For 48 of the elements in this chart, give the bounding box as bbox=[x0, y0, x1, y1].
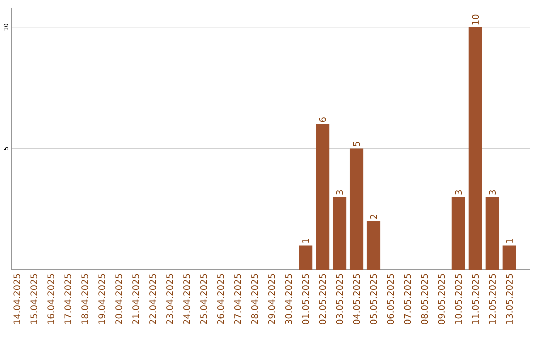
x-tick-label: 18.04.2025 bbox=[82, 274, 88, 324]
bar bbox=[316, 124, 330, 270]
x-tick-label: 24.04.2025 bbox=[184, 274, 190, 324]
bar bbox=[366, 221, 381, 270]
bar bbox=[502, 246, 516, 270]
x-tick-label: 23.04.2025 bbox=[166, 274, 174, 324]
data-label: 1 bbox=[302, 239, 310, 244]
x-tick-label: 17.04.2025 bbox=[64, 274, 72, 324]
bar bbox=[486, 197, 500, 270]
x-tick-label: 08.05.2025 bbox=[421, 274, 428, 324]
x-tick-label: 10.05.2025 bbox=[455, 274, 462, 324]
x-tick-label: 05.05.2025 bbox=[370, 274, 378, 324]
data-label: 5 bbox=[353, 142, 360, 146]
data-label: 3 bbox=[455, 190, 462, 195]
x-tick-label: 12.05.2025 bbox=[489, 274, 496, 324]
x-tick-label: 26.04.2025 bbox=[217, 274, 224, 324]
x-tick-label: 22.04.2025 bbox=[150, 274, 156, 324]
x-tick-label: 01.05.2025 bbox=[302, 274, 310, 324]
x-tick-label: 06.05.2025 bbox=[387, 274, 394, 324]
x-tick-label: 14.04.2025 bbox=[14, 274, 20, 324]
data-label: 2 bbox=[370, 214, 378, 220]
data-label: 10 bbox=[472, 14, 480, 25]
x-tick-label: 13.05.2025 bbox=[506, 274, 514, 324]
x-tick-label: 20.04.2025 bbox=[116, 274, 122, 324]
x-tick-label: 11.05.2025 bbox=[472, 274, 480, 324]
x-tick-label: 09.05.2025 bbox=[438, 274, 446, 324]
data-label: 6 bbox=[319, 118, 326, 122]
x-tick-label: 15.04.2025 bbox=[30, 274, 38, 324]
x-tick-label: 04.05.2025 bbox=[353, 274, 360, 324]
bar bbox=[332, 197, 347, 270]
x-tick-label: 07.05.2025 bbox=[404, 274, 412, 324]
x-tick-label: 27.04.2025 bbox=[234, 274, 242, 324]
x-tick-label: 16.04.2025 bbox=[48, 274, 54, 324]
data-label: 3 bbox=[336, 190, 344, 195]
bar bbox=[452, 197, 466, 270]
x-tick-label: 02.05.2025 bbox=[319, 274, 326, 324]
data-label: 3 bbox=[489, 190, 496, 195]
x-tick-label: 30.04.2025 bbox=[285, 274, 292, 324]
x-tick-label: 19.04.2025 bbox=[98, 274, 106, 324]
x-tick-label: 25.04.2025 bbox=[200, 274, 208, 324]
x-tick-label: 21.04.2025 bbox=[132, 274, 140, 324]
x-tick-label: 28.04.2025 bbox=[251, 274, 258, 324]
bar bbox=[299, 246, 313, 270]
bar bbox=[350, 148, 364, 270]
bar bbox=[468, 27, 482, 270]
data-label: 1 bbox=[506, 239, 513, 244]
x-tick-label: 29.04.2025 bbox=[268, 274, 276, 324]
x-tick-label: 03.05.2025 bbox=[336, 274, 344, 324]
